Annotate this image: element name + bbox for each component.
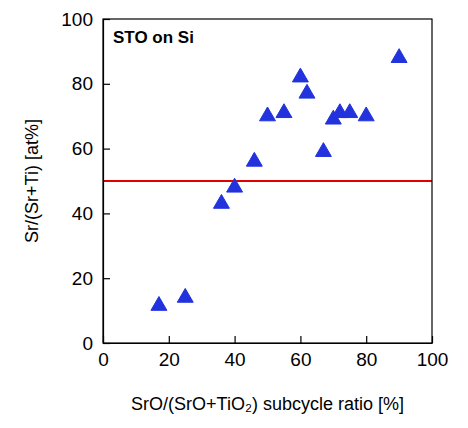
x-tick-mark [235, 336, 236, 343]
point [342, 104, 358, 118]
x-tick-mark [366, 336, 367, 343]
y-tick-label: 40 [72, 203, 93, 224]
y-tick-mark [103, 213, 110, 214]
y-tick-label: 60 [72, 138, 93, 159]
chart: 0 20 40 60 80 100 0 20 40 60 80 100 STO on Si SrO/(Sr… [0, 0, 468, 428]
x-tick-label: 0 [98, 349, 109, 370]
x-tick: 80 [356, 336, 377, 370]
y-tick-label: 20 [72, 268, 93, 289]
point [246, 152, 262, 166]
x-tick: 100 [417, 336, 449, 370]
x-tick-label: 100 [417, 349, 449, 370]
x-tick-mark [432, 336, 433, 343]
y-tick: 100 [61, 9, 110, 30]
x-tick: 60 [290, 336, 311, 370]
point [358, 107, 374, 121]
point [177, 288, 193, 302]
y-tick-mark [103, 19, 110, 20]
y-tick-mark [103, 149, 110, 150]
point [260, 107, 276, 121]
x-tick-mark [169, 336, 170, 343]
plot: 0 20 40 60 80 100 0 20 40 60 80 100 STO on Si [61, 9, 448, 371]
point [315, 143, 331, 157]
data-layer [103, 49, 432, 311]
y-axis: 0 20 40 60 80 100 [61, 9, 110, 354]
point [227, 178, 243, 192]
y-tick: 20 [72, 268, 110, 289]
point [276, 104, 292, 118]
title: STO on Si [113, 28, 194, 47]
point [391, 49, 407, 63]
y-tick-mark [103, 278, 110, 279]
x-tick-mark [300, 336, 301, 343]
y-tick-mark [103, 84, 110, 85]
y-tick: 60 [72, 138, 110, 159]
x-axis: 0 20 40 60 80 100 [98, 336, 448, 370]
frame [103, 19, 432, 343]
point [151, 297, 167, 311]
reference-line [103, 180, 432, 182]
y-axis-title: Sr/(Sr+Ti) [at%] [22, 119, 42, 243]
y-tick: 80 [72, 73, 110, 94]
x-axis-title: SrO/(SrO+TiO₂) subcycle ratio [%] [131, 394, 404, 414]
y-tick: 0 [82, 333, 110, 354]
point [213, 194, 229, 208]
y-tick: 40 [72, 203, 110, 224]
y-tick-label: 0 [82, 333, 93, 354]
x-tick-label: 80 [356, 349, 377, 370]
x-tick-label: 60 [290, 349, 311, 370]
x-tick-label: 40 [225, 349, 246, 370]
x-axis-line [104, 343, 433, 344]
x-tick: 20 [159, 336, 180, 370]
point [299, 84, 315, 98]
y-axis-line [103, 20, 104, 344]
x-tick: 40 [225, 336, 246, 370]
y-tick-label: 80 [72, 73, 93, 94]
y-tick-mark [103, 343, 110, 344]
y-tick-label: 100 [61, 9, 93, 30]
point [292, 68, 308, 82]
x-tick-label: 20 [159, 349, 180, 370]
